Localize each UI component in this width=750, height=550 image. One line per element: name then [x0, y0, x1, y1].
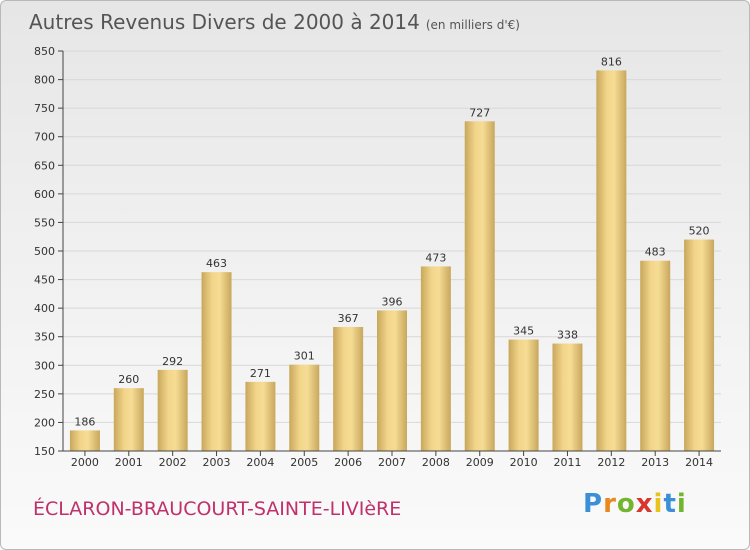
bar	[640, 260, 671, 451]
data-label: 186	[74, 415, 95, 428]
bar	[245, 381, 276, 451]
bar	[333, 327, 364, 451]
data-label: 483	[645, 246, 666, 259]
data-label: 396	[382, 295, 403, 308]
x-tick-label: 2004	[246, 456, 274, 469]
y-tick-label: 550	[34, 216, 55, 229]
data-label: 727	[469, 106, 490, 119]
data-label: 816	[601, 55, 622, 68]
logo-letter: i	[653, 489, 664, 519]
y-tick-label: 850	[34, 45, 55, 58]
x-tick-label: 2006	[334, 456, 362, 469]
x-tick-label: 2012	[597, 456, 625, 469]
data-label: 301	[294, 350, 315, 363]
y-tick-label: 150	[34, 445, 55, 458]
title-unit: (en milliers d'€)	[425, 18, 520, 32]
title-text: Autres Revenus Divers de 2000 à 2014	[29, 10, 420, 34]
chart-title: Autres Revenus Divers de 2000 à 2014 (en …	[29, 10, 520, 34]
x-tick-label: 2005	[290, 456, 318, 469]
y-tick-label: 400	[34, 302, 55, 315]
bar	[552, 343, 583, 451]
y-tick-label: 750	[34, 102, 55, 115]
y-tick-label: 800	[34, 74, 55, 87]
y-tick-label: 600	[34, 188, 55, 201]
bar	[464, 121, 495, 452]
y-tick-label: 450	[34, 274, 55, 287]
x-tick-label: 2013	[641, 456, 669, 469]
x-tick-label: 2002	[159, 456, 187, 469]
data-label: 520	[689, 225, 710, 238]
logo-letter: r	[603, 489, 617, 519]
logo-letter: P	[583, 489, 604, 519]
x-tick-label: 2000	[71, 456, 99, 469]
logo-letter: o	[616, 489, 636, 519]
bar	[420, 266, 451, 451]
y-tick-label: 500	[34, 245, 55, 258]
x-tick-label: 2014	[685, 456, 713, 469]
y-tick-label: 700	[34, 131, 55, 144]
logo-letter: t	[663, 489, 677, 519]
commune-name: ÉCLARON-BRAUCOURT-SAINTE-LIVIèRE	[33, 498, 402, 520]
y-tick-label: 200	[34, 416, 55, 429]
bar	[684, 239, 715, 451]
data-label: 463	[206, 257, 227, 270]
data-label: 292	[162, 355, 183, 368]
data-label: 367	[338, 312, 359, 325]
data-label: 271	[250, 367, 271, 380]
data-label: 260	[118, 373, 139, 386]
bar	[289, 364, 320, 451]
bar	[596, 70, 627, 451]
y-tick-label: 300	[34, 359, 55, 372]
bar	[377, 310, 407, 451]
bar	[508, 339, 539, 451]
bar	[201, 272, 232, 451]
y-tick-label: 650	[34, 159, 55, 172]
logo-letter: x	[635, 489, 654, 519]
x-tick-label: 2001	[115, 456, 143, 469]
bar	[69, 430, 100, 451]
data-label: 345	[513, 325, 534, 338]
logo-letter: i	[676, 489, 687, 519]
x-tick-label: 2008	[422, 456, 450, 469]
y-tick-label: 350	[34, 331, 55, 344]
x-tick-label: 2007	[378, 456, 406, 469]
x-tick-label: 2010	[510, 456, 538, 469]
bar	[113, 388, 144, 451]
x-tick-label: 2003	[203, 456, 231, 469]
data-label: 338	[557, 329, 578, 342]
y-tick-label: 250	[34, 388, 55, 401]
x-tick-label: 2011	[553, 456, 581, 469]
data-label: 473	[425, 251, 446, 264]
proxiti-logo: Proxiti	[583, 489, 687, 519]
x-tick-label: 2009	[466, 456, 494, 469]
axis-layer: 150 200 250 300 350 400 450 500 550 600 650 700 750 8…	[34, 45, 721, 469]
bar	[157, 369, 188, 451]
bars-layer: 186 260 292 463 271 301 367 396 473 727 345 338 816 4…	[69, 55, 715, 452]
